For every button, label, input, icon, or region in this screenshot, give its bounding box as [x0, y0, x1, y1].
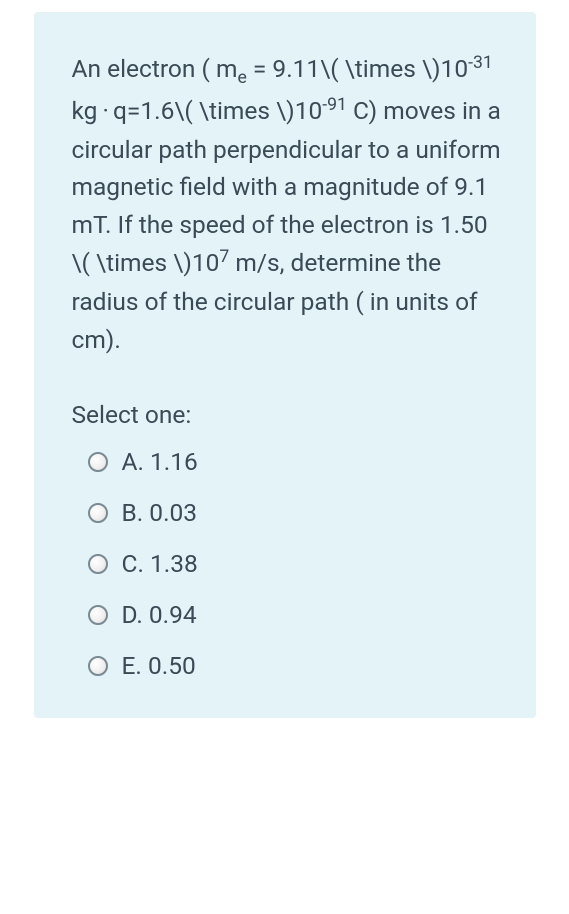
option-label: C. 1.38	[122, 549, 198, 578]
options-group: A. 1.16 B. 0.03 C. 1.38 D. 0.94 E. 0.50	[72, 447, 502, 680]
select-one-label: Select one:	[72, 400, 502, 429]
option-label: E. 0.50	[122, 651, 196, 680]
option-label: B. 0.03	[122, 498, 198, 527]
radio-icon	[88, 554, 108, 574]
option-label: D. 0.94	[122, 600, 197, 629]
radio-icon	[88, 656, 108, 676]
option-b[interactable]: B. 0.03	[88, 498, 502, 527]
question-text: An electron ( me = 9.11\( \times \)10-31…	[72, 50, 502, 358]
radio-icon	[88, 452, 108, 472]
option-a[interactable]: A. 1.16	[88, 447, 502, 476]
option-c[interactable]: C. 1.38	[88, 549, 502, 578]
radio-icon	[88, 503, 108, 523]
option-d[interactable]: D. 0.94	[88, 600, 502, 629]
question-card: An electron ( me = 9.11\( \times \)10-31…	[34, 12, 536, 718]
option-label: A. 1.16	[122, 447, 198, 476]
radio-icon	[88, 605, 108, 625]
option-e[interactable]: E. 0.50	[88, 651, 502, 680]
